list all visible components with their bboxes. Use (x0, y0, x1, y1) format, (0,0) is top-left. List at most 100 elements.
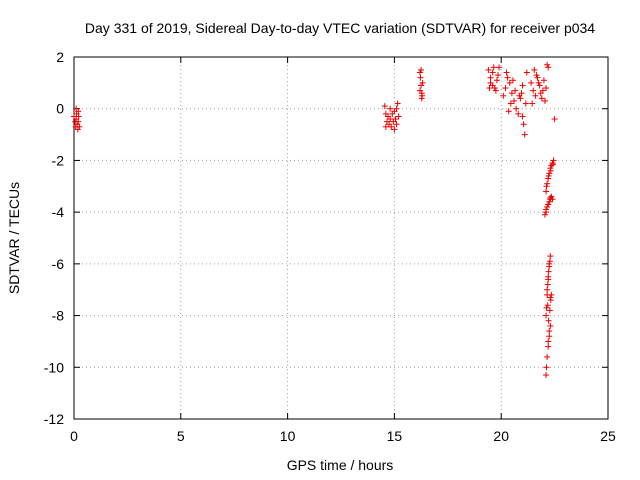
data-point (506, 79, 513, 86)
data-point (531, 66, 538, 73)
data-point (492, 87, 499, 94)
data-point (75, 108, 82, 115)
data-point (491, 85, 498, 92)
data-point (547, 322, 554, 329)
data-point (536, 82, 543, 89)
data-point (528, 79, 535, 86)
data-point (487, 74, 494, 81)
data-point (546, 307, 553, 314)
data-point (545, 268, 552, 275)
chart-title: Day 331 of 2019, Sidereal Day-to-day VTE… (85, 20, 595, 36)
data-point (533, 72, 540, 79)
data-point (502, 85, 509, 92)
data-point (543, 364, 550, 371)
data-point (530, 87, 537, 94)
data-point (511, 97, 518, 104)
data-point (387, 105, 394, 112)
data-point (388, 123, 395, 130)
data-point (541, 211, 548, 218)
x-tick-label: 20 (493, 428, 509, 444)
data-point (387, 116, 394, 123)
data-point (540, 77, 547, 84)
data-point (490, 64, 497, 71)
x-axis-label: GPS time / hours (287, 457, 394, 473)
data-point (507, 100, 514, 107)
data-points (71, 61, 558, 379)
data-point (549, 161, 556, 168)
data-point (547, 294, 554, 301)
data-point (545, 338, 552, 345)
data-point (534, 74, 541, 81)
data-point (547, 194, 554, 201)
plot-grid (74, 57, 608, 419)
data-point (535, 79, 542, 86)
data-point (518, 90, 525, 97)
tick-marks (73, 56, 609, 420)
y-tick-label: -12 (44, 411, 64, 427)
data-point (75, 118, 82, 125)
data-point (544, 180, 551, 187)
data-point (76, 123, 83, 130)
data-point (544, 61, 551, 68)
data-point (543, 206, 550, 213)
data-point (417, 87, 424, 94)
data-point (545, 317, 552, 324)
data-point (545, 64, 552, 71)
data-point (393, 121, 400, 128)
x-tick-label: 10 (280, 428, 296, 444)
data-point (419, 79, 426, 86)
data-point (551, 116, 558, 123)
y-tick-label: -2 (52, 152, 65, 168)
data-point (546, 333, 553, 340)
x-tick-label: 25 (600, 428, 616, 444)
data-point (545, 343, 552, 350)
data-point (493, 77, 500, 84)
data-point (529, 100, 536, 107)
data-point (544, 353, 551, 360)
data-point (543, 372, 550, 379)
data-point (546, 328, 553, 335)
data-point (519, 82, 526, 89)
data-point (547, 167, 554, 174)
data-point (418, 82, 425, 89)
data-point (418, 66, 425, 73)
data-point (418, 95, 425, 102)
data-point (532, 92, 539, 99)
y-tick-label: -10 (44, 359, 64, 375)
data-point (545, 276, 552, 283)
data-point (521, 131, 528, 138)
data-point (485, 66, 492, 73)
data-point (548, 291, 555, 298)
y-tick-label: 0 (56, 101, 64, 117)
x-tick-label: 0 (70, 428, 78, 444)
y-tick-label: -8 (52, 308, 65, 324)
data-point (515, 110, 522, 117)
data-point (523, 69, 530, 76)
data-point (494, 72, 501, 79)
data-point (394, 100, 401, 107)
data-point (546, 258, 553, 265)
data-point (508, 90, 515, 97)
y-tick-label: -6 (52, 256, 65, 272)
data-point (550, 157, 557, 164)
data-point (538, 95, 545, 102)
data-point (544, 302, 551, 309)
data-point (543, 304, 550, 311)
data-point (545, 172, 552, 179)
data-point (513, 105, 520, 112)
data-point (417, 69, 424, 76)
data-point (546, 198, 553, 205)
data-point (391, 126, 398, 133)
x-tick-label: 5 (177, 428, 185, 444)
data-point (489, 69, 496, 76)
data-point (543, 312, 550, 319)
data-point (544, 281, 551, 288)
data-point (541, 97, 548, 104)
data-point (543, 183, 550, 190)
data-point (382, 123, 389, 130)
x-tick-labels: 0 5 10 15 20 25 (70, 428, 616, 444)
plot-frame (73, 56, 609, 420)
data-point (500, 92, 507, 99)
data-point (519, 113, 526, 120)
